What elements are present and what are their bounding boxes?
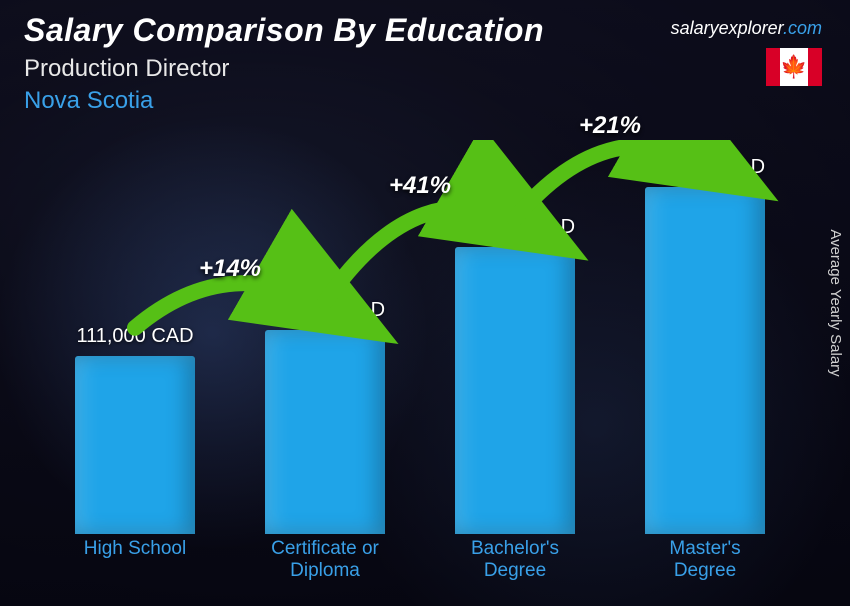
- salary-chart: 111,000 CAD 127,000 CAD 179,000 CAD 216,000…: [40, 140, 800, 582]
- flag-stripe-left: [766, 48, 780, 86]
- value-label: 216,000 CAD: [645, 156, 765, 179]
- category-label: Bachelor'sDegree: [420, 538, 610, 582]
- subtitle: Production Director: [24, 55, 826, 83]
- pct-label: +41%: [389, 172, 451, 200]
- category-labels: High SchoolCertificate orDiplomaBachelor…: [40, 538, 800, 582]
- brand-suffix: .com: [783, 18, 822, 38]
- bar: [75, 356, 195, 534]
- category-label: Master'sDegree: [610, 538, 800, 582]
- pct-label: +14%: [199, 255, 261, 283]
- canada-flag-icon: 🍁: [766, 48, 822, 86]
- bar: [455, 247, 575, 534]
- location: Nova Scotia: [24, 87, 826, 115]
- value-label: 127,000 CAD: [265, 299, 385, 322]
- value-label: 179,000 CAD: [455, 216, 575, 239]
- bar-group: 127,000 CAD: [230, 299, 420, 534]
- bar-group: 216,000 CAD: [610, 156, 800, 534]
- brand: salaryexplorer.com: [671, 18, 822, 39]
- flag-leaf: 🍁: [780, 48, 808, 86]
- value-label: 111,000 CAD: [76, 325, 193, 348]
- category-label: Certificate orDiploma: [230, 538, 420, 582]
- brand-name: salaryexplorer: [671, 18, 783, 38]
- pct-label: +21%: [579, 112, 641, 140]
- category-label: High School: [40, 538, 230, 582]
- bar-group: 179,000 CAD: [420, 216, 610, 534]
- y-axis-label: Average Yearly Salary: [827, 229, 844, 376]
- flag-stripe-right: [808, 48, 822, 86]
- bar: [645, 187, 765, 534]
- bar: [265, 330, 385, 534]
- bar-group: 111,000 CAD: [40, 325, 230, 534]
